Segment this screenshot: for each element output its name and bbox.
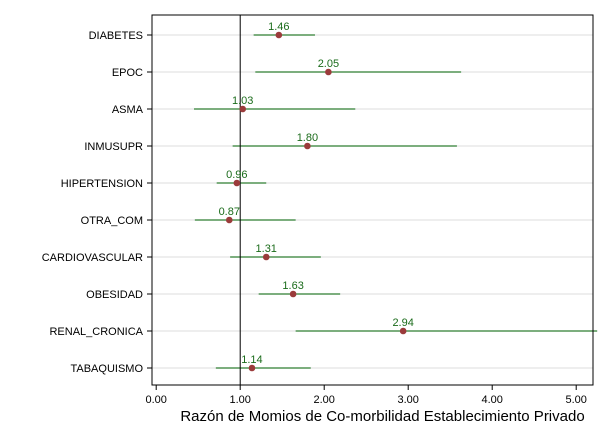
data-label: 1.46: [268, 21, 289, 33]
point-estimate: [262, 253, 270, 261]
point-estimate: [325, 68, 332, 76]
data-label: 0.87: [219, 206, 240, 218]
point-estimate: [248, 364, 256, 372]
point-estimate: [239, 105, 247, 113]
data-label: 2.05: [318, 58, 339, 70]
grid-lines: [152, 34, 593, 369]
data-label: 0.96: [226, 169, 247, 181]
plot-frame: [151, 14, 594, 386]
point-estimates: [225, 31, 407, 372]
data-label: 2.94: [392, 317, 413, 329]
data-label: 1.63: [282, 280, 303, 292]
confidence-intervals: [194, 34, 598, 369]
category-label: INMUSUPR: [84, 141, 143, 153]
point-estimate: [275, 31, 283, 39]
x-tick-label: 4.00: [481, 394, 502, 406]
y-axis-categories: DIABETES EPOC ASMA INMUSUPR HIPERTENSION OTRA…: [42, 30, 152, 375]
x-tick-label: 3.00: [397, 394, 418, 406]
point-estimate: [289, 290, 297, 298]
x-tick-label: 0.00: [145, 394, 166, 406]
data-label: 1.03: [232, 95, 253, 107]
point-estimate: [225, 216, 233, 224]
category-label: TABAQUISMO: [70, 363, 143, 375]
data-label: 1.14: [241, 354, 262, 366]
x-tick-label: 2.00: [313, 394, 334, 406]
data-labels: 1.46 2.05 1.03 1.80 0.96 0.87 1.31 1.63 2.94 1.14: [219, 21, 414, 366]
category-label: CARDIOVASCULAR: [42, 252, 143, 264]
category-label: RENAL_CRONICA: [49, 326, 143, 338]
point-estimate: [233, 179, 241, 187]
x-tick-label: 1.00: [229, 394, 250, 406]
x-axis-title: Razón de Momios de Co-morbilidad Estable…: [180, 408, 584, 425]
point-estimate: [304, 142, 311, 150]
data-label: 1.80: [297, 132, 318, 144]
category-label: OBESIDAD: [86, 289, 143, 301]
category-label: EPOC: [112, 67, 143, 79]
category-label: OTRA_COM: [81, 215, 143, 227]
category-label: ASMA: [112, 104, 144, 116]
x-axis-ticks: 0.00 1.00 2.00 3.00 4.00 5.00: [145, 385, 587, 406]
category-label: HIPERTENSION: [61, 178, 143, 190]
data-label: 1.31: [256, 243, 277, 255]
x-tick-label: 5.00: [565, 394, 586, 406]
category-label: DIABETES: [89, 30, 143, 42]
point-estimate: [399, 327, 407, 335]
